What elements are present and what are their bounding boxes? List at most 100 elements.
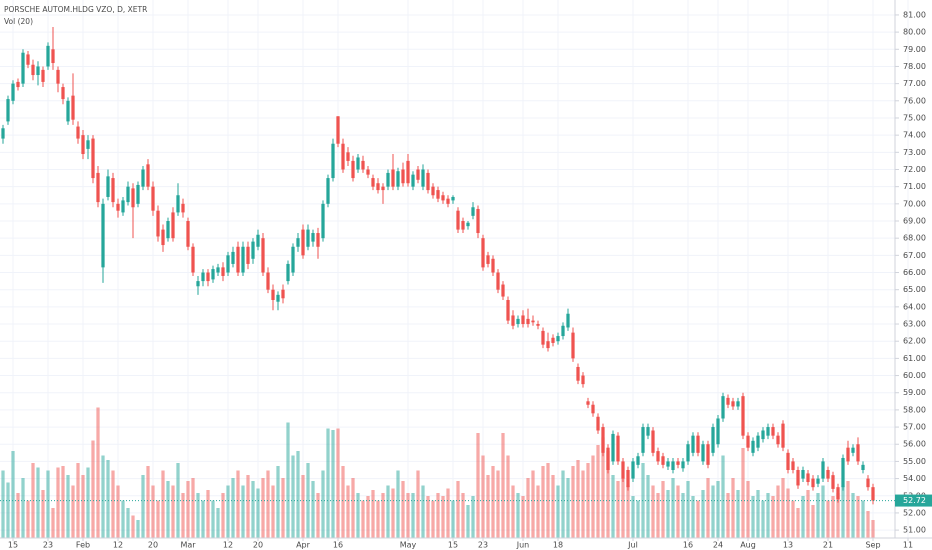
volume-bar <box>196 493 200 538</box>
candle-body <box>411 174 415 187</box>
y-tick-label: 56.00 <box>903 440 926 449</box>
candle-body <box>271 289 275 300</box>
volume-bar <box>181 493 185 538</box>
volume-bar <box>746 481 750 538</box>
volume-bar <box>766 493 770 538</box>
volume-bar <box>136 520 140 538</box>
candle-body <box>346 152 350 161</box>
volume-bar <box>566 478 570 538</box>
candle-body <box>866 478 870 488</box>
volume-bar <box>801 496 805 538</box>
candle-body <box>736 401 740 407</box>
volume-bar <box>81 475 85 538</box>
candle-body <box>826 469 830 479</box>
volume-bar <box>476 433 480 538</box>
candle-body <box>76 126 80 139</box>
candle-body <box>186 221 190 247</box>
candle-body <box>451 196 455 201</box>
candle-body <box>406 160 410 184</box>
y-tick-label: 65.00 <box>903 285 926 294</box>
volume-bar <box>781 478 785 538</box>
volume-bar <box>141 475 145 538</box>
candle-body <box>241 246 245 273</box>
candle-body <box>311 233 315 242</box>
candle-body <box>791 461 795 470</box>
volume-bar <box>441 496 445 538</box>
candle-body <box>86 140 90 149</box>
candle-body <box>46 45 50 67</box>
x-tick-label: Aug <box>740 541 756 550</box>
volume-bar <box>826 500 830 538</box>
candle-body <box>751 440 755 453</box>
candle-body <box>731 401 735 407</box>
x-tick-label: Sep <box>865 541 880 550</box>
volume-bar <box>556 485 560 538</box>
volume-bar <box>696 500 700 538</box>
y-tick-label: 73.00 <box>903 148 926 157</box>
volume-bar <box>311 481 315 538</box>
candle-body <box>726 397 730 405</box>
volume-bar <box>761 500 765 538</box>
y-tick-label: 70.00 <box>903 199 926 208</box>
volume-bar <box>1 470 5 538</box>
volume-bar <box>486 475 490 538</box>
last-price-label: 52.72 <box>903 496 926 505</box>
volume-bar <box>96 407 100 538</box>
y-tick-label: 69.00 <box>903 217 926 226</box>
candle-body <box>196 281 200 287</box>
volume-bar <box>571 466 575 538</box>
candle-body <box>251 241 255 259</box>
volume-bar <box>521 496 525 538</box>
candle-body <box>226 255 230 273</box>
volume-bar <box>646 475 650 538</box>
candle-body <box>426 172 430 191</box>
candle-body <box>621 461 625 479</box>
y-tick-label: 59.00 <box>903 388 926 397</box>
candle-body <box>681 461 685 469</box>
candle-body <box>296 238 300 247</box>
volume-bar <box>596 445 600 538</box>
volume-bar <box>531 470 535 538</box>
candle-body <box>701 444 705 462</box>
volume-bar <box>846 481 850 538</box>
candle-body <box>366 169 370 175</box>
candle-body <box>306 229 310 247</box>
candle-body <box>31 64 35 76</box>
candle-body <box>781 423 785 448</box>
volume-bar <box>106 460 110 538</box>
volume-bar <box>371 490 375 538</box>
candle-body <box>601 427 605 453</box>
candle-body <box>101 203 105 268</box>
volume-bar <box>331 430 335 538</box>
x-tick-label: 20 <box>253 541 263 550</box>
x-tick-label: 11 <box>903 541 913 550</box>
volume-bar <box>276 466 280 538</box>
y-tick-label: 76.00 <box>903 96 926 105</box>
volume-bar <box>16 493 20 538</box>
candle-body <box>506 299 510 321</box>
chart-title: PORSCHE AUTOM.HLDG VZO, D, XETR <box>4 5 147 14</box>
candle-body <box>461 221 465 230</box>
volume-bar <box>591 455 595 538</box>
volume-bar <box>821 485 825 538</box>
candle-body <box>651 430 655 453</box>
candle-body <box>136 184 140 204</box>
candle-body <box>356 157 360 170</box>
candle-body <box>446 198 450 204</box>
volume-bar <box>711 485 715 538</box>
volume-bar <box>771 496 775 538</box>
volume-bar <box>146 466 150 538</box>
candle-body <box>431 186 435 196</box>
volume-bar <box>6 482 10 538</box>
candle-body <box>671 461 675 470</box>
y-tick-label: 71.00 <box>903 182 926 191</box>
candle-body <box>246 246 250 264</box>
volume-bar <box>256 488 260 538</box>
volume-bar <box>541 466 545 538</box>
candle-body <box>871 487 875 501</box>
y-tick-label: 58.00 <box>903 405 926 414</box>
candle-body <box>846 447 850 462</box>
y-tick-label: 57.00 <box>903 423 926 432</box>
x-tick-label: 24 <box>713 541 723 550</box>
